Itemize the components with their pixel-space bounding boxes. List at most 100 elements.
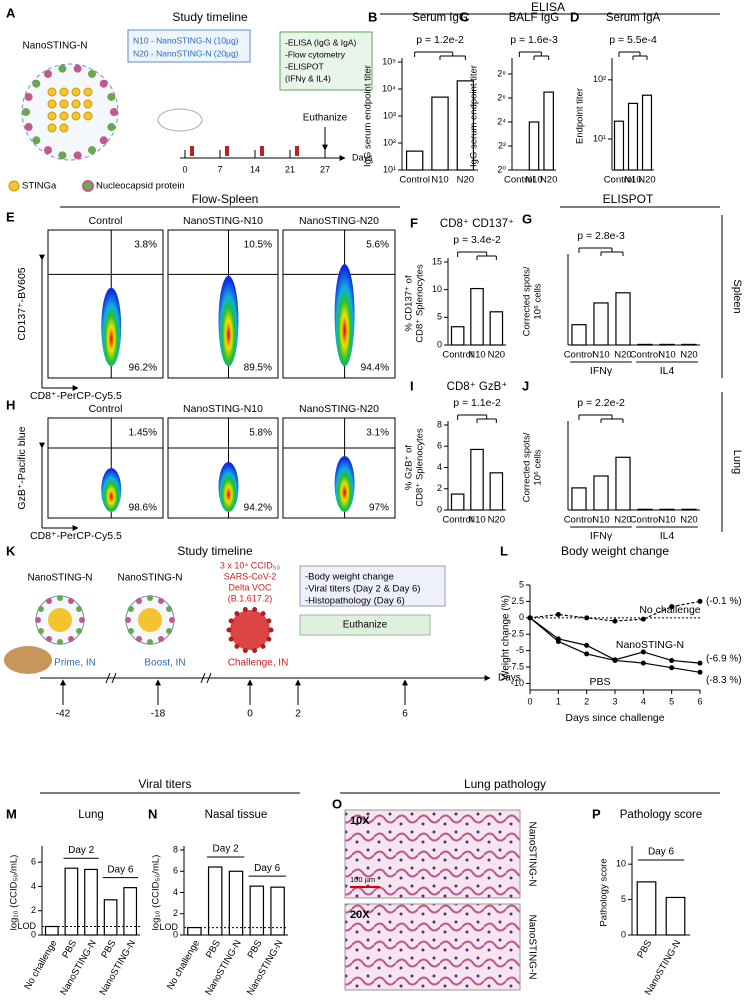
bar — [659, 508, 675, 511]
bar — [450, 326, 465, 346]
vial — [260, 146, 264, 156]
panel-letter: N — [148, 806, 157, 821]
label: Challenge, IN — [228, 658, 289, 669]
bar — [593, 475, 609, 511]
y-tick-label: 0 — [173, 929, 178, 939]
spike — [46, 636, 52, 643]
label: IgG serum endpoint titer — [363, 65, 374, 167]
label: -42 — [56, 709, 71, 720]
label: 97% — [369, 503, 389, 514]
spike — [46, 597, 52, 604]
y-tick-label: 0 — [621, 929, 626, 939]
x-tick-label: N20 — [488, 350, 505, 361]
label: CD137⁺-BV605 — [16, 267, 28, 340]
histology-image — [344, 809, 521, 899]
x-tick-label: N10 — [658, 350, 675, 361]
x-tick-label: Control — [564, 515, 595, 526]
label: CD8⁺ CD137⁺ — [440, 218, 514, 230]
label: (IFNγ & IL4) — [285, 73, 331, 83]
series-label: PBS — [589, 676, 610, 688]
stinga-dot — [47, 111, 57, 121]
label: Day 6 — [254, 863, 281, 874]
label: Delta VOC — [228, 582, 272, 592]
label: N20 - NanoSTING-N (20µg) — [133, 48, 239, 58]
break — [200, 672, 206, 684]
bar — [665, 896, 686, 936]
panel-letter: K — [6, 543, 16, 558]
spike — [169, 617, 175, 623]
section-header: ELISA — [531, 0, 565, 14]
x-tick-label: PBS — [204, 938, 223, 960]
hamster — [4, 646, 52, 674]
y-tick-label: 6 — [173, 866, 178, 876]
label: Euthanize — [303, 113, 348, 124]
virus-spike — [226, 627, 232, 633]
vial — [295, 146, 299, 156]
spike — [58, 151, 67, 160]
label: N10 - NanoSTING-N (10µg) — [133, 35, 239, 45]
spike — [58, 64, 67, 73]
bar — [431, 96, 449, 171]
label: IFNγ — [590, 365, 613, 377]
y-tick-label: 6 — [31, 857, 36, 867]
y-tick-label: 2⁸ — [497, 68, 506, 78]
p-value: p = 5.5e-4 — [609, 34, 657, 46]
label: 3.1% — [366, 428, 389, 439]
point — [697, 660, 703, 666]
point — [697, 598, 703, 604]
bar — [528, 121, 540, 171]
x-tick-label: N10 — [624, 175, 641, 186]
euthanize-box — [299, 614, 431, 636]
y-tick-label: 5 — [437, 312, 442, 322]
bar — [405, 150, 424, 171]
spike — [110, 108, 118, 116]
label: Days since challenge — [565, 712, 664, 724]
point — [640, 616, 646, 622]
virus-spike — [228, 636, 234, 642]
series-label: NanoSTING-N — [616, 639, 684, 651]
bar — [615, 292, 631, 346]
panel-letter: J — [522, 378, 529, 393]
bar — [613, 120, 625, 171]
bar — [615, 456, 631, 511]
bar — [489, 472, 504, 511]
spike — [68, 597, 74, 604]
stinga-dot — [83, 111, 93, 121]
label: NanoSTING-N20 — [299, 403, 379, 415]
assay-box — [279, 31, 373, 91]
label: 1.45% — [129, 428, 157, 439]
flow-density — [101, 287, 122, 367]
bar — [228, 870, 244, 936]
spike — [158, 597, 164, 604]
series-label: No challenge — [639, 604, 700, 616]
p-value: p = 1.6e-3 — [510, 34, 558, 46]
end-label: (-0.1 %) — [706, 596, 742, 607]
label: 5.8% — [249, 428, 272, 439]
label: CD8⁺-PerCP-Cy5.5 — [30, 530, 122, 542]
y-tick-label: 2 — [31, 905, 36, 915]
flow-density — [334, 456, 355, 512]
y-tick-label: 0 — [437, 504, 442, 514]
spike — [24, 123, 33, 132]
core — [138, 608, 162, 632]
spike — [32, 79, 41, 88]
virus-spike — [252, 607, 258, 613]
dose-box — [127, 29, 251, 63]
bar — [187, 926, 202, 936]
label: Prime, IN — [54, 658, 96, 669]
x-tick-label: PBS — [99, 938, 118, 960]
y-tick-label: 2 — [173, 908, 178, 918]
x-tick-label: 2 — [584, 696, 589, 706]
spike — [37, 606, 44, 612]
virus-spike — [266, 636, 272, 642]
spike — [22, 108, 30, 116]
bar — [681, 508, 697, 511]
label: -18 — [151, 709, 166, 720]
spike — [37, 628, 44, 634]
y-tick-label: 2⁴ — [497, 116, 506, 126]
label: Pathology score — [599, 858, 610, 926]
x-tick-label: Control — [399, 175, 430, 186]
spike — [147, 639, 153, 645]
label: 2 — [295, 709, 301, 720]
